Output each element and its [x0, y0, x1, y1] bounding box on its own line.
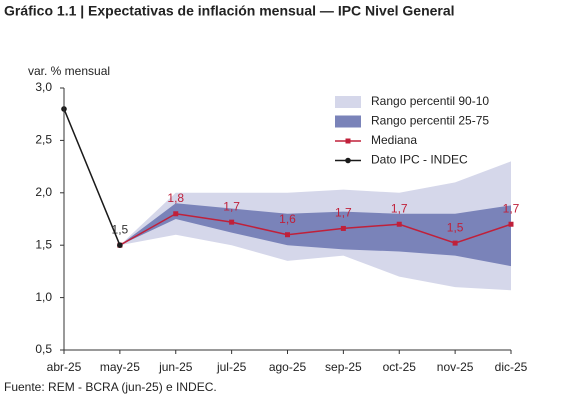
legend-label: Mediana — [371, 133, 417, 147]
data-label: 1,7 — [503, 201, 520, 215]
series-line — [63, 108, 121, 246]
x-tick-label: jul-25 — [216, 360, 247, 374]
x-tick-label: sep-25 — [325, 360, 362, 374]
point — [452, 240, 458, 246]
point — [340, 225, 346, 231]
y-tick-label: 0,5 — [35, 342, 52, 356]
point — [508, 221, 514, 227]
y-axis-label: var. % mensual — [28, 64, 110, 78]
point — [396, 221, 402, 227]
point — [117, 242, 123, 248]
y-tick-label: 2,5 — [35, 133, 52, 147]
range-band — [119, 203, 511, 267]
x-tick-label: abr-25 — [47, 360, 82, 374]
data-label: 1,6 — [279, 212, 296, 226]
legend-swatch — [335, 96, 361, 108]
point — [285, 232, 290, 238]
data-label: 1,5 — [447, 220, 464, 234]
legend-swatch — [335, 115, 361, 128]
data-label: 1,8 — [167, 191, 184, 205]
x-tick-label: jun-25 — [158, 360, 193, 374]
point — [173, 211, 179, 217]
point — [229, 219, 235, 225]
x-tick-label: ago-25 — [269, 360, 307, 374]
legend-marker — [345, 157, 351, 164]
x-tick-label: nov-25 — [437, 360, 474, 374]
x-tick-label: oct-25 — [383, 360, 417, 374]
legend-label: Rango percentil 90-10 — [371, 94, 489, 108]
x-tick-label: dic-25 — [495, 360, 528, 374]
data-label: 1,7 — [391, 201, 408, 215]
x-tick-label: may-25 — [100, 360, 140, 374]
data-label: 1,7 — [335, 206, 352, 220]
y-tick-label: 3,0 — [35, 80, 52, 94]
legend-label: Rango percentil 25-75 — [371, 114, 489, 128]
y-tick-label: 1,0 — [35, 290, 52, 304]
legend-marker — [345, 138, 351, 144]
y-tick-label: 2,0 — [35, 185, 52, 199]
source: Fuente: REM - BCRA (jun-25) e INDEC. — [4, 380, 217, 394]
y-tick-label: 1,5 — [35, 237, 52, 251]
legend-label: Dato IPC - INDEC — [371, 153, 468, 167]
chart-title: Gráfico 1.1 | Expectativas de inflación … — [4, 3, 455, 19]
data-label: 1,7 — [223, 199, 240, 213]
data-label: 1,5 — [112, 222, 129, 236]
series-line — [119, 212, 512, 246]
